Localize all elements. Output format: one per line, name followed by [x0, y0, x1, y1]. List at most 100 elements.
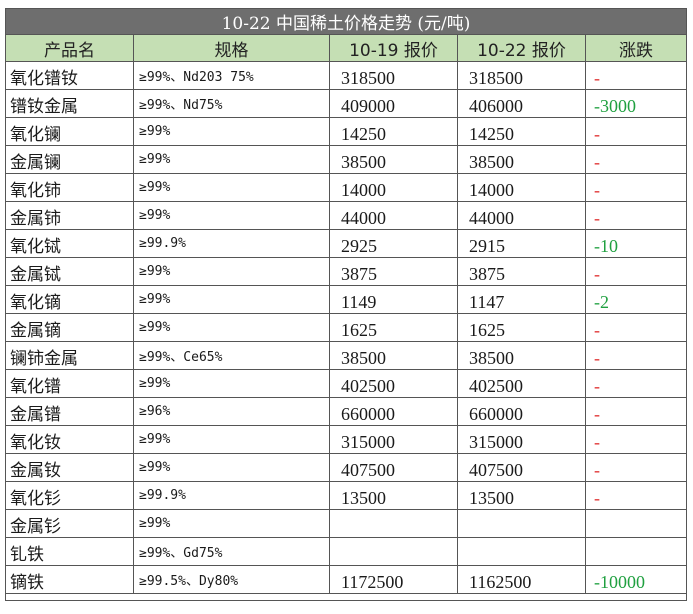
price-1019-cell: 1149: [329, 285, 458, 314]
change-cell: -3000: [584, 89, 688, 118]
product-name-cell: 金属钕: [5, 453, 134, 482]
change-cell: -10: [584, 229, 688, 258]
rare-earth-price-table: 10-22 中国稀土价格走势 (元/吨) 产品名 规格 10-19 报价 10-…: [4, 8, 688, 601]
price-1019-cell: 2925: [329, 229, 458, 258]
table-row: 钆铁 ≥99%、Gd75%: [5, 537, 688, 566]
price-1022-cell: 2915: [457, 229, 586, 258]
price-1022-cell: 14000: [457, 173, 586, 202]
price-1019-cell: 660000: [329, 397, 458, 426]
table-row: 金属镧 ≥99% 38500 38500-: [5, 145, 688, 174]
price-1019-cell: 318500: [329, 61, 458, 90]
table-row: 氧化镨 ≥99% 402500 402500-: [5, 369, 688, 398]
change-cell: -: [584, 481, 688, 510]
price-1022-cell: [457, 537, 586, 566]
table-header-row: 产品名 规格 10-19 报价 10-22 报价 涨跌: [5, 34, 688, 62]
product-name-cell: 金属铽: [5, 257, 134, 286]
change-cell: -: [584, 369, 688, 398]
price-1019-cell: 3875: [329, 257, 458, 286]
table-row: 金属铈 ≥99% 44000 44000-: [5, 201, 688, 230]
product-name-cell: 镝铁: [5, 565, 134, 594]
price-1022-cell: 406000: [457, 89, 586, 118]
table-title: 10-22 中国稀土价格走势 (元/吨): [4, 8, 688, 35]
change-cell: -2: [584, 285, 688, 314]
price-1022-cell: 318500: [457, 61, 586, 90]
table-title-row: 10-22 中国稀土价格走势 (元/吨): [4, 8, 688, 35]
table-row: 镨钕金属 ≥99%、Nd75% 409000 406000 -3000: [5, 89, 688, 118]
spec-cell: ≥99%: [133, 117, 330, 146]
spec-cell: ≥99%: [133, 425, 330, 454]
header-price-1019: 10-19 报价: [329, 34, 458, 62]
table-row: 氧化镧 ≥99% 14250 14250-: [5, 117, 688, 146]
spec-cell: ≥99%: [133, 509, 330, 538]
price-1019-cell: 38500: [329, 145, 458, 174]
header-product-name: 产品名: [5, 34, 134, 62]
spec-cell: ≥99.9%: [133, 229, 330, 258]
price-1022-cell: 38500: [457, 145, 586, 174]
price-1022-cell: 1147: [457, 285, 586, 314]
spec-cell: ≥99%: [133, 145, 330, 174]
table-row: 氧化铈 ≥99% 14000 14000-: [5, 173, 688, 202]
product-name-cell: 金属铈: [5, 201, 134, 230]
change-cell: [584, 537, 688, 566]
change-cell: -: [584, 257, 688, 286]
header-change: 涨跌: [584, 34, 688, 62]
spec-cell: ≥99.9%: [133, 481, 330, 510]
table-row: 金属钐 ≥99%: [5, 509, 688, 538]
product-name-cell: 氧化铽: [5, 229, 134, 258]
price-1022-cell: 44000: [457, 201, 586, 230]
price-1019-cell: 1625: [329, 313, 458, 342]
price-1019-cell: 409000: [329, 89, 458, 118]
table-row: 氧化镝 ≥99% 1149 1147 -2: [5, 285, 688, 314]
price-1019-cell: 315000: [329, 425, 458, 454]
product-name-cell: 金属镨: [5, 397, 134, 426]
table-footer-row: [4, 593, 688, 601]
table-row: 金属钕 ≥99% 407500 407500-: [5, 453, 688, 482]
change-cell: -: [584, 201, 688, 230]
change-cell: [584, 509, 688, 538]
price-1019-cell: 44000: [329, 201, 458, 230]
price-1019-cell: 13500: [329, 481, 458, 510]
product-name-cell: 氧化铈: [5, 173, 134, 202]
spec-cell: ≥96%: [133, 397, 330, 426]
change-cell: -: [584, 61, 688, 90]
price-1022-cell: 660000: [457, 397, 586, 426]
change-cell: -: [584, 173, 688, 202]
change-cell: -10000: [584, 565, 688, 594]
header-price-1022: 10-22 报价: [457, 34, 586, 62]
product-name-cell: 氧化镝: [5, 285, 134, 314]
spec-cell: ≥99%、Nd75%: [133, 89, 330, 118]
price-1022-cell: 13500: [457, 481, 586, 510]
product-name-cell: 金属镧: [5, 145, 134, 174]
price-1019-cell: 402500: [329, 369, 458, 398]
table-row: 氧化钐 ≥99.9% 13500 13500-: [5, 481, 688, 510]
price-1022-cell: 38500: [457, 341, 586, 370]
table-row: 镧铈金属 ≥99%、Ce65% 38500 38500-: [5, 341, 688, 370]
change-cell: -: [584, 117, 688, 146]
change-cell: -: [584, 313, 688, 342]
table-row: 氧化镨钕 ≥99%、Nd203 75% 318500 318500-: [5, 61, 688, 90]
price-1022-cell: 407500: [457, 453, 586, 482]
price-1022-cell: 315000: [457, 425, 586, 454]
spec-cell: ≥99%: [133, 453, 330, 482]
spec-cell: ≥99%: [133, 201, 330, 230]
product-name-cell: 氧化钐: [5, 481, 134, 510]
table-row: 金属镨 ≥96% 660000 660000-: [5, 397, 688, 426]
price-1019-cell: [329, 537, 458, 566]
change-cell: -: [584, 341, 688, 370]
table-row: 金属铽 ≥99% 3875 3875-: [5, 257, 688, 286]
product-name-cell: 氧化镨: [5, 369, 134, 398]
change-cell: -: [584, 453, 688, 482]
spec-cell: ≥99%: [133, 257, 330, 286]
product-name-cell: 氧化镧: [5, 117, 134, 146]
header-spec: 规格: [133, 34, 330, 62]
change-cell: -: [584, 145, 688, 174]
product-name-cell: 氧化钕: [5, 425, 134, 454]
price-1022-cell: 14250: [457, 117, 586, 146]
spec-cell: ≥99%: [133, 285, 330, 314]
price-1022-cell: 1625: [457, 313, 586, 342]
spec-cell: ≥99%、Nd203 75%: [133, 61, 330, 90]
product-name-cell: 氧化镨钕: [5, 61, 134, 90]
price-1019-cell: 14250: [329, 117, 458, 146]
change-cell: -: [584, 397, 688, 426]
product-name-cell: 金属镝: [5, 313, 134, 342]
